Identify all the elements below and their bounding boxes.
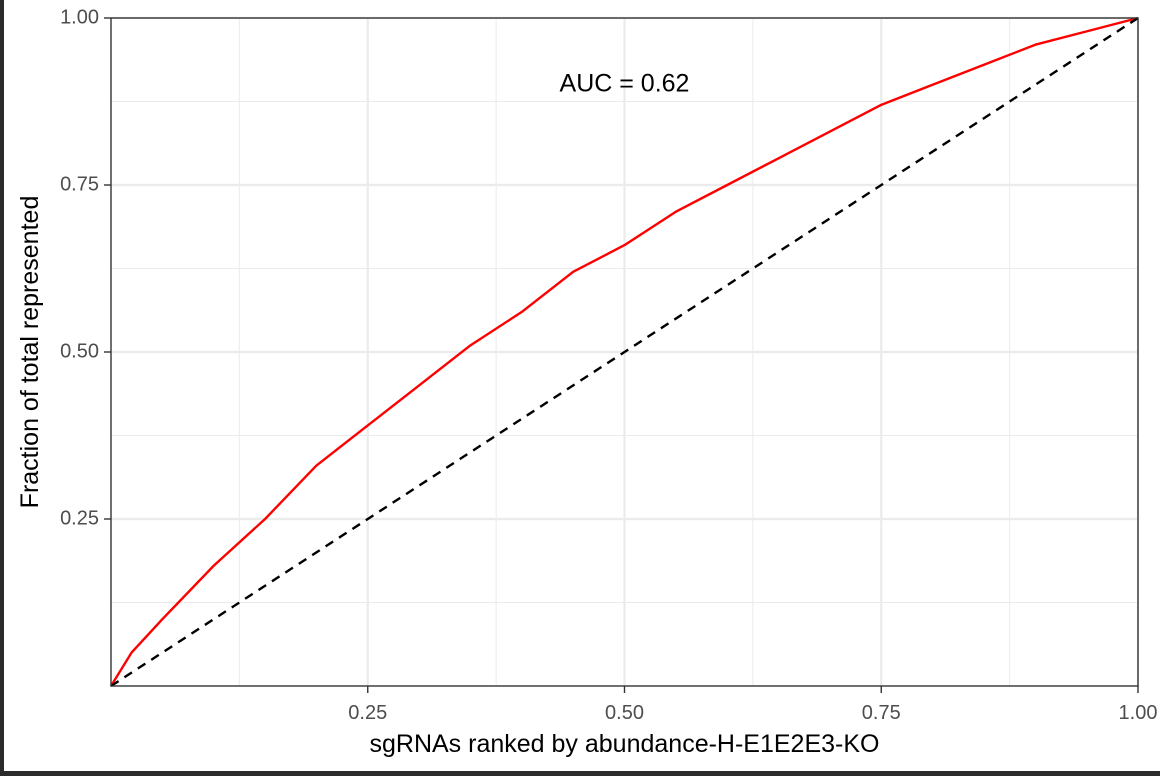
auc-annotation: AUC = 0.62 [560,69,690,97]
y-tick-label: 0.75 [60,173,99,195]
x-tick-label: 0.75 [862,702,901,724]
y-axis-ticks: 0.25 0.50 0.75 1.00 [60,6,111,529]
reference-line [110,16,1139,688]
x-axis-ticks: 0.25 0.50 0.75 1.00 [348,686,1157,724]
x-tick-label: 0.50 [605,702,644,724]
x-axis-title: sgRNAs ranked by abundance-H-E1E2E3-KO [370,730,880,758]
series-layer [109,16,1139,688]
series-line [109,16,1139,687]
y-axis-title: Fraction of total represented [16,196,44,509]
x-tick-label: 1.00 [1119,702,1158,724]
chart-canvas: 0.25 0.50 0.75 1.00 0.25 0.50 0.75 1.00 AUC = … [4,0,1160,771]
y-tick-label: 0.50 [60,340,99,362]
x-tick-label: 0.25 [348,702,387,724]
y-tick-label: 1.00 [60,6,99,28]
y-tick-label: 0.25 [60,507,99,529]
lorenz-curve-chart: 0.25 0.50 0.75 1.00 0.25 0.50 0.75 1.00 AUC = … [16,6,1157,758]
